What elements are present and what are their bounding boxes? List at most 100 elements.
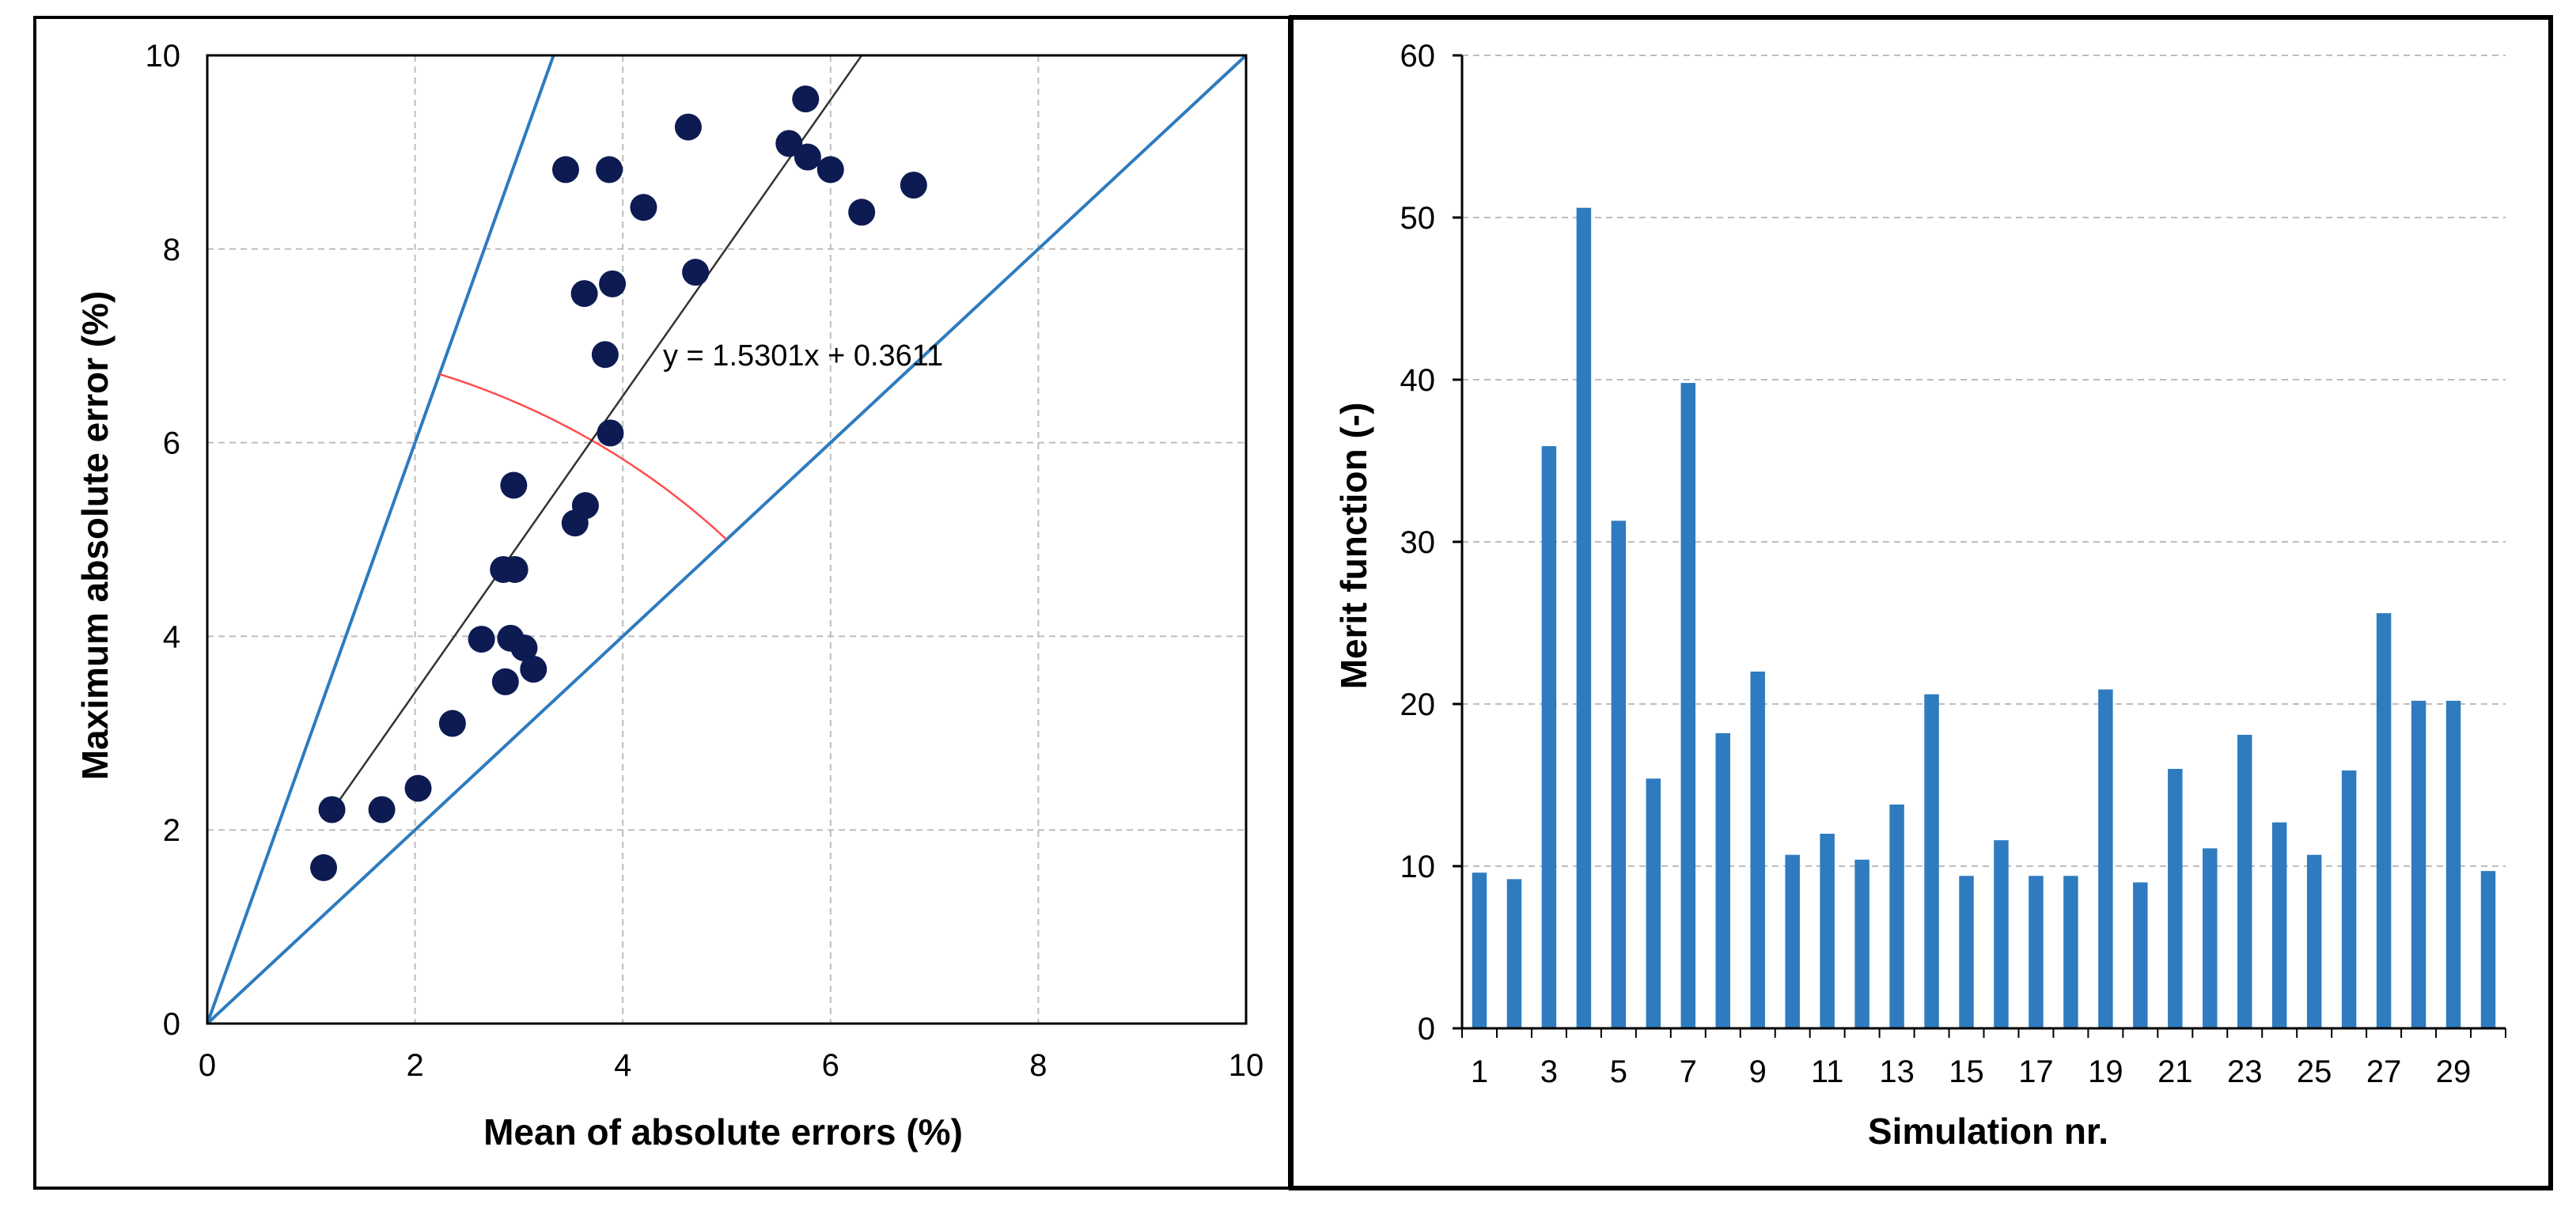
- bar-30: [2480, 871, 2496, 1028]
- scatter-x-tick-label: 4: [614, 1048, 631, 1083]
- bar-x-axis-label: Simulation nr.: [1868, 1111, 2108, 1152]
- scatter-trendline-path: [331, 55, 863, 812]
- scatter-point: [900, 172, 927, 199]
- scatter-y-tick-labels: 0 2 4 6 8 10: [146, 39, 181, 1042]
- bar-21: [2168, 769, 2183, 1028]
- scatter-point: [775, 130, 803, 157]
- bar-x-tick-label: 9: [1749, 1054, 1767, 1089]
- bar-14: [1924, 694, 1939, 1028]
- bar-20: [2133, 882, 2148, 1028]
- bar-x-tick-labels: 1 3 5 7 9 11 13 15 17 19 21 23 25 27 29: [1471, 1054, 2471, 1089]
- scatter-point: [597, 419, 624, 447]
- bar-4: [1576, 207, 1592, 1029]
- scatter-x-axis-label: Mean of absolute errors (%): [483, 1111, 963, 1153]
- bar-x-tick-label: 15: [1949, 1054, 1984, 1089]
- scatter-point: [794, 143, 821, 171]
- scatter-reference-line-0: [206, 55, 555, 1024]
- scatter-point: [500, 471, 528, 499]
- bar-28: [2411, 700, 2426, 1028]
- bar-x-tick-label: 27: [2366, 1054, 2402, 1089]
- bar-16: [1994, 840, 2009, 1028]
- scatter-point: [520, 656, 547, 683]
- scatter-y-tick-label: 10: [146, 39, 181, 74]
- scatter-point: [510, 634, 538, 662]
- bar-y-tick-label: 50: [1400, 201, 1436, 236]
- scatter-x-tick-label: 10: [1229, 1048, 1264, 1083]
- scatter-point: [404, 774, 432, 802]
- bar-29: [2445, 700, 2461, 1028]
- bar-gridlines: [1462, 55, 2506, 867]
- bar-y-tick-label: 0: [1418, 1012, 1435, 1047]
- scatter-point: [599, 270, 627, 297]
- scatter-chart: 0 2 4 6 8 10 0 2 4 6 8 10 y = 1.5301x + 0.3611 Mea…: [74, 39, 1263, 1153]
- bar-x-tick-label: 7: [1680, 1054, 1697, 1089]
- scatter-y-tick-label: 0: [163, 1007, 180, 1042]
- scatter-x-tick-labels: 0 2 4 6 8 10: [199, 1048, 1263, 1083]
- bar-15: [1959, 876, 1974, 1028]
- bar-23: [2237, 734, 2252, 1028]
- scatter-point: [674, 113, 702, 141]
- scatter-y-tick-label: 8: [163, 233, 180, 267]
- bar-11: [1820, 834, 1835, 1028]
- bar-3: [1541, 446, 1557, 1028]
- bar-y-tick-labels: 0 10 20 30 40 50 60: [1400, 39, 1436, 1047]
- scatter-plot-frame: [206, 54, 1248, 1025]
- scatter-point: [438, 710, 466, 737]
- bar-x-tick-label: 19: [2088, 1054, 2123, 1089]
- scatter-point: [596, 156, 623, 184]
- bar-axes: [1453, 54, 2506, 1038]
- scatter-reference-lines: [206, 54, 1248, 1025]
- scatter-x-tick-label: 2: [406, 1048, 423, 1083]
- scatter-y-tick-label: 6: [163, 426, 180, 461]
- bar-19: [2098, 689, 2113, 1028]
- bar-10: [1785, 854, 1800, 1028]
- scatter-point: [501, 555, 528, 583]
- bar-x-tick-label: 23: [2227, 1054, 2263, 1089]
- bar-y-tick-label: 10: [1400, 850, 1436, 884]
- bar-8: [1715, 732, 1730, 1028]
- bar-27: [2376, 613, 2392, 1028]
- scatter-point: [630, 194, 657, 221]
- scatter-point: [848, 199, 876, 226]
- scatter-points: [310, 85, 927, 881]
- bar-17: [2029, 876, 2044, 1028]
- bar-7: [1680, 383, 1696, 1029]
- scatter-reference-line-1: [206, 54, 1248, 1025]
- scatter-point: [792, 85, 820, 113]
- bar-x-tick-label: 5: [1610, 1054, 1627, 1089]
- bar-24: [2271, 822, 2287, 1028]
- scatter-x-tick-label: 8: [1029, 1048, 1047, 1083]
- scatter-y-tick-label: 2: [163, 813, 180, 848]
- bar-1: [1472, 872, 1487, 1028]
- bar-5: [1611, 520, 1627, 1028]
- scatter-point: [368, 796, 396, 823]
- scatter-x-tick-label: 6: [822, 1048, 839, 1083]
- scatter-trendline: [331, 55, 863, 812]
- scatter-point: [571, 492, 599, 520]
- scatter-point: [468, 626, 495, 653]
- bar-x-tick-label: 13: [1879, 1054, 1915, 1089]
- bar-x-tick-label: 17: [2018, 1054, 2054, 1089]
- bar-x-tick-label: 11: [1811, 1054, 1844, 1089]
- scatter-point: [491, 668, 519, 695]
- scatter-point: [682, 259, 710, 286]
- scatter-point: [310, 854, 338, 881]
- scatter-gridlines: [207, 55, 1246, 1024]
- scatter-point: [318, 796, 346, 823]
- bar-y-tick-label: 60: [1400, 39, 1436, 74]
- bar-series: [1472, 207, 2496, 1029]
- scatter-point: [816, 156, 844, 184]
- bar-y-tick-label: 20: [1400, 687, 1436, 722]
- bar-x-tick-label: 25: [2297, 1054, 2332, 1089]
- bar-18: [2063, 876, 2078, 1028]
- scatter-trend-equation: y = 1.5301x + 0.3611: [663, 339, 943, 373]
- bar-x-tick-label: 1: [1471, 1054, 1488, 1089]
- bar-x-tick-label: 21: [2157, 1054, 2193, 1089]
- left-panel-border: [33, 16, 1291, 1190]
- scatter-point: [551, 156, 579, 184]
- scatter-x-tick-label: 0: [199, 1048, 216, 1083]
- bar-9: [1750, 672, 1765, 1028]
- bar-12: [1854, 859, 1869, 1028]
- bar-26: [2341, 770, 2357, 1028]
